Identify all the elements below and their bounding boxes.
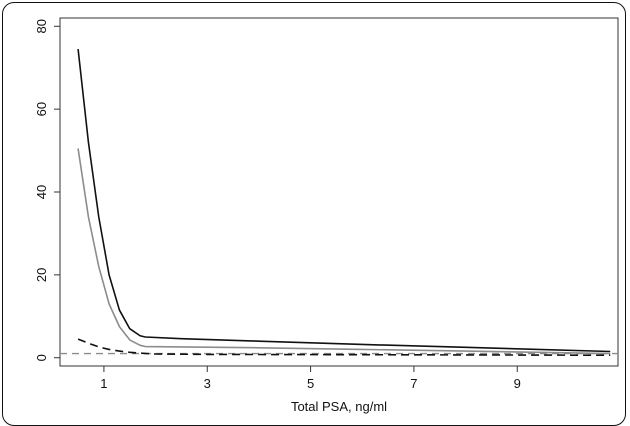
series-line-2 <box>77 148 611 355</box>
x-tick-label: 5 <box>307 376 314 391</box>
plot-area <box>59 17 619 367</box>
x-tick-label: 3 <box>204 376 211 391</box>
psa-line-chart: 1 3 5 7 9 0 20 40 60 80 Total PSA, ng/ml <box>34 17 619 414</box>
x-tick-label: 1 <box>100 376 107 391</box>
y-tick-label: 60 <box>34 102 49 116</box>
x-axis-title: Total PSA, ng/ml <box>291 399 387 414</box>
y-tick-label: 0 <box>34 354 49 361</box>
x-tick-label: 9 <box>514 376 521 391</box>
series-line-1 <box>77 48 611 353</box>
y-tick-label: 20 <box>34 268 49 282</box>
y-tick-label: 40 <box>34 185 49 199</box>
x-tick-label: 7 <box>410 376 417 391</box>
y-tick-label: 80 <box>34 19 49 33</box>
